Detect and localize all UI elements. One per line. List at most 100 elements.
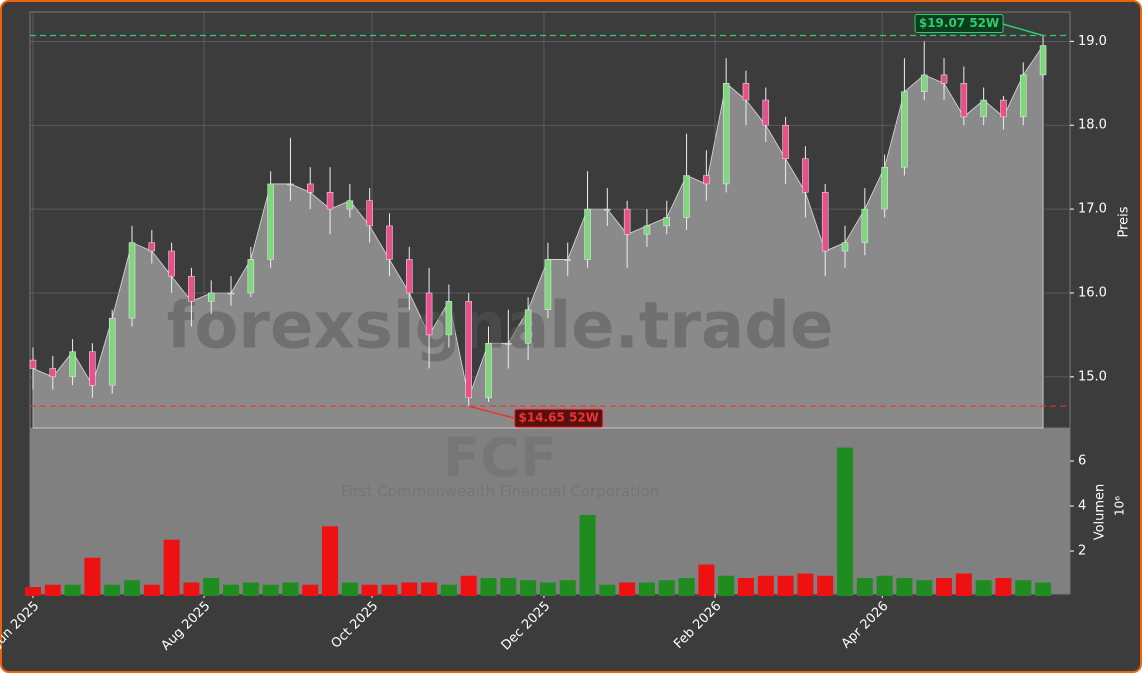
candle-body xyxy=(960,83,968,118)
volume-bar xyxy=(282,582,299,596)
candle-body xyxy=(148,242,156,252)
candle-body xyxy=(901,91,908,168)
volume-bar xyxy=(559,580,576,596)
y2-exponent: 10⁶ xyxy=(1113,496,1127,516)
volume-bar xyxy=(401,582,418,596)
volume-bar xyxy=(856,578,873,596)
volume-bar xyxy=(837,447,854,596)
volume-bar xyxy=(698,564,715,596)
volume-bar xyxy=(480,578,497,596)
candle-body xyxy=(782,124,789,160)
ticker-watermark: FCF xyxy=(443,427,556,490)
candle-body xyxy=(287,183,294,186)
volume-bar xyxy=(242,582,259,596)
candle-body xyxy=(188,275,195,302)
volume-bar xyxy=(24,587,41,596)
volume-bar xyxy=(440,584,457,596)
annotation-arrow xyxy=(1000,22,1044,37)
candle-body xyxy=(742,83,750,101)
candle-body xyxy=(247,259,255,294)
volume-bar xyxy=(84,557,101,596)
volume-bar xyxy=(520,580,537,596)
candle-body xyxy=(703,175,710,185)
volume-bar xyxy=(183,582,200,596)
annotation-label: $19.07 52W xyxy=(919,16,999,30)
y-tick-label: 19.0 xyxy=(1078,34,1107,49)
volume-bar xyxy=(460,575,477,596)
candle-body xyxy=(227,292,235,295)
y-tick-label: 18.0 xyxy=(1078,118,1107,133)
volume-bar xyxy=(955,573,972,596)
candle-body xyxy=(425,292,433,336)
candle-body xyxy=(940,74,948,84)
candle-body xyxy=(207,292,215,302)
y-tick-label: 15.0 xyxy=(1078,369,1107,384)
candle-body xyxy=(69,351,76,378)
candle-body xyxy=(326,192,334,210)
candle-body xyxy=(604,208,611,211)
annotation-box xyxy=(914,13,1004,33)
volume-bar xyxy=(777,575,794,596)
annotation-arrow xyxy=(468,405,515,419)
volume-bar xyxy=(678,578,695,596)
volume-bar xyxy=(381,584,398,596)
company-watermark: First Commonwealth Financial Corporation xyxy=(341,483,659,501)
candle-body xyxy=(29,359,37,369)
volume-bar xyxy=(500,578,517,596)
volume-bar xyxy=(539,582,556,596)
y2-axis-label: Volumen xyxy=(1093,484,1108,541)
y2-tick-label: 6 xyxy=(1078,454,1086,469)
candle-body xyxy=(841,242,849,252)
candle-body xyxy=(544,259,552,310)
candle-body xyxy=(920,74,928,92)
candle-body xyxy=(564,259,571,261)
candle-body xyxy=(386,225,393,260)
volume-bar xyxy=(638,582,655,596)
candle-body xyxy=(762,99,770,126)
candle-body xyxy=(346,200,354,210)
volume-bar xyxy=(361,584,378,596)
volume-bar xyxy=(1015,580,1032,596)
candle-body xyxy=(445,301,453,336)
y-tick-label: 17.0 xyxy=(1078,202,1107,217)
y-axis-label: Preis xyxy=(1117,206,1132,237)
candle-body xyxy=(89,351,96,386)
candle-body xyxy=(722,83,730,185)
candle-body xyxy=(1000,99,1007,118)
volume-bar xyxy=(223,584,240,596)
volume-bar xyxy=(658,580,675,596)
candle-body xyxy=(584,208,591,260)
volume-bar xyxy=(916,580,933,596)
volume-bar xyxy=(302,584,319,596)
volume-bar xyxy=(143,584,160,596)
volume-bar xyxy=(995,578,1012,596)
candle-body xyxy=(524,309,532,344)
candle-body xyxy=(643,225,651,235)
candle-body xyxy=(505,343,512,345)
y-tick-label: 16.0 xyxy=(1078,285,1107,300)
volume-bar xyxy=(203,578,220,596)
candle-body xyxy=(485,343,492,399)
volume-bar xyxy=(797,573,814,596)
candle-body xyxy=(406,259,413,294)
candle-body xyxy=(821,192,829,252)
volume-bar xyxy=(579,515,596,596)
candle-body xyxy=(267,183,274,260)
volume-bar xyxy=(718,575,735,596)
candle-body xyxy=(802,158,809,193)
volume-bar xyxy=(936,578,953,596)
volume-bar xyxy=(757,575,774,596)
annotation-box xyxy=(514,408,604,428)
candle-body xyxy=(663,217,671,227)
candle-body xyxy=(1039,45,1047,76)
candle-body xyxy=(980,99,987,118)
volume-bar xyxy=(975,580,992,596)
volume-bar xyxy=(163,539,180,596)
candle-body xyxy=(861,208,869,243)
candle-body xyxy=(366,200,373,227)
volume-bar xyxy=(896,578,913,596)
volume-bar xyxy=(1035,582,1052,596)
y2-tick-label: 4 xyxy=(1078,499,1086,514)
